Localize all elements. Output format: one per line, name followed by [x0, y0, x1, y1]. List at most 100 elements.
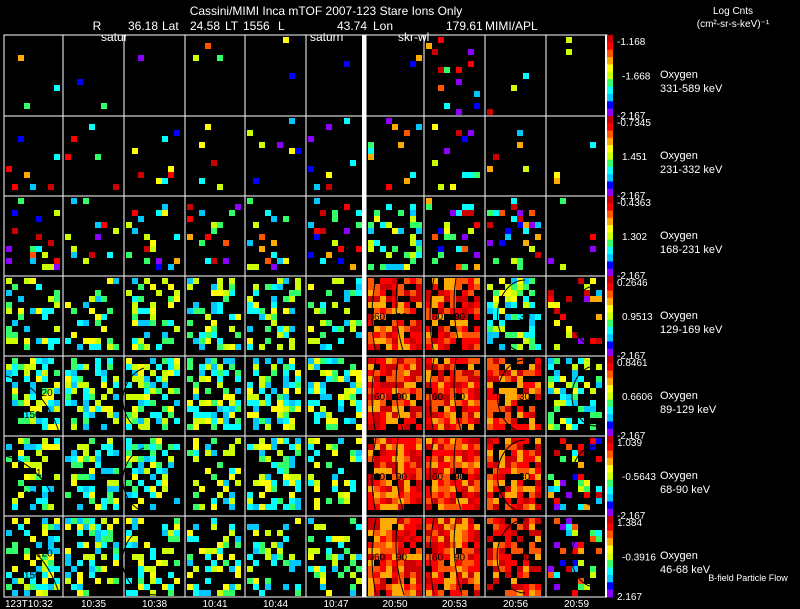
heatmap-cell	[42, 486, 48, 492]
heatmap-cell	[444, 554, 450, 560]
heatmap-cell	[235, 424, 241, 430]
heatmap-cell	[89, 338, 95, 344]
heatmap-cell	[444, 296, 450, 302]
heatmap-cell	[596, 492, 602, 498]
contour-line	[571, 365, 597, 427]
heatmap-cell	[398, 444, 404, 450]
heatmap-cell	[374, 572, 380, 578]
colorbar-swatch	[607, 305, 613, 313]
heatmap-cell	[416, 406, 422, 412]
heatmap-cell	[517, 382, 523, 388]
heatmap-cell	[374, 314, 380, 320]
heatmap-cell	[374, 498, 380, 504]
heatmap-cell	[554, 400, 560, 406]
heatmap-cell	[235, 332, 241, 338]
heatmap-cell	[168, 572, 174, 578]
heatmap-cell	[578, 480, 584, 486]
heatmap-cell	[314, 400, 320, 406]
colorbar-min-label: -2.167	[617, 511, 646, 522]
heatmap-cell	[211, 160, 217, 166]
heatmap-cell	[6, 572, 12, 578]
heatmap-cell	[229, 406, 235, 412]
heatmap-cell	[138, 572, 144, 578]
heatmap-cell	[426, 468, 432, 474]
heatmap-cell	[392, 560, 398, 566]
heatmap-panel	[545, 435, 608, 517]
heatmap-cell	[450, 504, 456, 510]
heatmap-cell	[150, 492, 156, 498]
heatmap-panel	[305, 34, 367, 117]
heatmap-cell	[247, 296, 253, 302]
heatmap-cell	[493, 332, 499, 338]
heatmap-cell	[24, 412, 30, 418]
heatmap-cell	[71, 584, 77, 590]
heatmap-cell	[174, 290, 180, 296]
heatmap-cell	[332, 554, 338, 560]
heatmap-cell	[211, 358, 217, 364]
colorbar-swatch	[607, 159, 613, 168]
heatmap-cell	[54, 536, 60, 542]
heatmap-cell	[295, 370, 301, 376]
heatmap-cell	[493, 296, 499, 302]
heatmap-cell	[474, 252, 480, 258]
heatmap-cell	[144, 542, 150, 548]
heatmap-cell	[277, 406, 283, 412]
heatmap-cell	[590, 388, 596, 394]
heatmap-cell	[271, 370, 277, 376]
heatmap-cell	[89, 456, 95, 462]
heatmap-cell	[444, 450, 450, 456]
heatmap-cell	[83, 450, 89, 456]
heatmap-cell	[144, 456, 150, 462]
heatmap-cell	[416, 55, 422, 61]
heatmap-cell	[326, 394, 332, 400]
heatmap-cell	[247, 388, 253, 394]
heatmap-cell	[548, 364, 554, 370]
heatmap-cell	[487, 480, 493, 486]
heatmap-cell	[223, 590, 229, 596]
heatmap-cell	[584, 486, 590, 492]
heatmap-cell	[132, 338, 138, 344]
heatmap-cell	[554, 320, 560, 326]
heatmap-cell	[65, 382, 71, 388]
heatmap-cell	[36, 590, 42, 596]
heatmap-cell	[535, 474, 541, 480]
heatmap-panel	[484, 275, 547, 357]
heatmap-cell	[253, 370, 259, 376]
heatmap-cell	[95, 566, 101, 572]
heatmap-cell	[566, 518, 572, 524]
heatmap-cell	[77, 530, 83, 536]
heatmap-cell	[356, 320, 362, 326]
heatmap-cell	[277, 542, 283, 548]
heatmap-cell	[505, 530, 511, 536]
heatmap-cell	[374, 358, 380, 364]
heatmap-cell	[95, 338, 101, 344]
contour-line	[571, 285, 597, 347]
heatmap-cell	[493, 424, 499, 430]
heatmap-cell	[338, 492, 344, 498]
heatmap-cell	[289, 474, 295, 480]
heatmap-cell	[517, 444, 523, 450]
heatmap-cell	[444, 103, 450, 109]
lt-label: LT	[225, 19, 239, 33]
heatmap-cell	[211, 222, 217, 228]
heatmap-cell	[572, 424, 578, 430]
heatmap-cell	[468, 358, 474, 364]
heatmap-cell	[368, 278, 374, 284]
heatmap-cell	[432, 480, 438, 486]
heatmap-cell	[404, 278, 410, 284]
heatmap-cell	[30, 504, 36, 510]
heatmap-cell	[368, 518, 374, 524]
heatmap-cell	[138, 338, 144, 344]
heatmap-cell	[438, 228, 444, 234]
heatmap-cell	[65, 400, 71, 406]
heatmap-cell	[48, 264, 54, 270]
heatmap-panel	[545, 34, 608, 117]
heatmap-cell	[168, 320, 174, 326]
heatmap-cell	[144, 400, 150, 406]
heatmap-cell	[426, 358, 432, 364]
heatmap-cell	[410, 468, 416, 474]
heatmap-cell	[450, 548, 456, 554]
heatmap-cell	[386, 358, 392, 364]
heatmap-cell	[438, 332, 444, 338]
heatmap-cell	[392, 344, 398, 350]
